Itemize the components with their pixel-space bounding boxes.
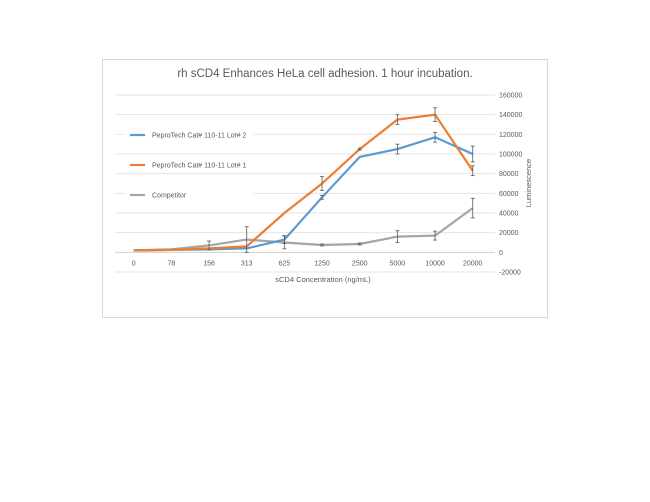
series-line <box>133 113 474 252</box>
legend-background <box>125 129 253 141</box>
y-tick-label: 120000 <box>499 132 522 139</box>
y-tick-label: 40000 <box>499 211 519 218</box>
x-tick-label: 10000 <box>425 260 445 267</box>
line-chart: 1600001400001200001000008000060000400002… <box>115 93 533 284</box>
y-tick-label: 60000 <box>499 191 519 198</box>
y-tick-label: -20000 <box>499 270 521 277</box>
y-tick-label: 100000 <box>499 152 522 159</box>
chart-frame: rh sCD4 Enhances HeLa cell adhesion. 1 h… <box>102 59 548 318</box>
legend-label: PeproTech Cat# 110-11 Lot# 1 <box>152 163 246 170</box>
x-tick-label: 156 <box>203 260 215 267</box>
legend-background <box>125 159 253 171</box>
legend-label: PeproTech Cat# 110-11 Lot# 2 <box>152 133 246 140</box>
x-tick-label: 625 <box>279 260 291 267</box>
y-axis-title: Luminescence <box>524 159 533 207</box>
legend-label: Competitor <box>152 193 187 200</box>
y-tick-label: 160000 <box>499 93 522 100</box>
series-line <box>133 207 474 252</box>
y-tick-label: 80000 <box>499 171 519 178</box>
y-tick-label: 20000 <box>499 230 519 237</box>
y-tick-label: 140000 <box>499 112 522 119</box>
x-tick-label: 20000 <box>463 260 483 267</box>
x-tick-label: 1250 <box>314 260 330 267</box>
x-tick-label: 5000 <box>390 260 406 267</box>
x-tick-label: 2500 <box>352 260 368 267</box>
x-tick-label: 78 <box>167 260 175 267</box>
x-tick-label: 0 <box>132 260 136 267</box>
x-tick-label: 313 <box>241 260 253 267</box>
y-tick-label: 0 <box>499 250 503 257</box>
x-axis-title: sCD4 Concentration (ng/mL) <box>275 275 371 284</box>
chart-title: rh sCD4 Enhances HeLa cell adhesion. 1 h… <box>177 68 473 80</box>
legend-background <box>125 189 253 201</box>
